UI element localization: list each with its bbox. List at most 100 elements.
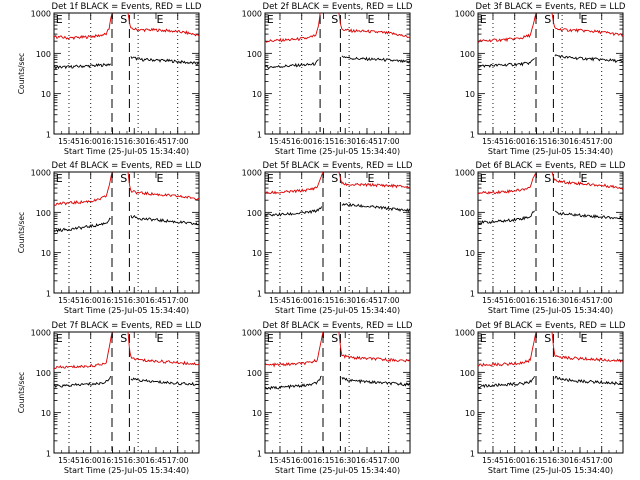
x-tick-label: 16:15 <box>526 296 548 305</box>
y-tick-label: 10 <box>465 409 475 418</box>
x-tick-label: 17:00 <box>591 137 613 146</box>
x-tick-label: 15:45 <box>482 296 504 305</box>
x-tick-label: 16:00 <box>504 296 526 305</box>
y-tick-label: 1 <box>257 450 262 459</box>
x-tick-label: 16:45 <box>145 456 167 465</box>
y-tick-label: 1 <box>257 290 262 299</box>
y-tick-label: 1 <box>46 450 51 459</box>
plot-frame <box>53 12 200 135</box>
x-tick-label: 16:30 <box>123 456 145 465</box>
plot-frame <box>477 331 624 454</box>
x-tick-label: 16:15 <box>102 296 124 305</box>
y-tick-label: 100 <box>460 209 475 218</box>
y-axis-label: Counts/sec <box>17 212 26 253</box>
y-tick-label: 100 <box>36 369 51 378</box>
y-tick-label: 10 <box>41 249 51 258</box>
series-events-line <box>554 210 624 221</box>
phase-marker-s: S <box>331 172 338 185</box>
x-tick-label: 16:00 <box>80 456 102 465</box>
y-tick-label: 100 <box>247 369 262 378</box>
y-tick-label: 10 <box>465 90 475 99</box>
series-lld-line <box>477 12 537 43</box>
series-lld-line <box>551 331 623 363</box>
x-tick-label: 16:45 <box>356 137 378 146</box>
series-lld-line <box>264 12 321 43</box>
phase-marker-s: S <box>544 13 551 26</box>
x-tick-label: 16:30 <box>123 137 145 146</box>
x-tick-label: 16:15 <box>102 456 124 465</box>
y-tick-label: 1000 <box>31 10 51 19</box>
series-events-line <box>477 376 535 389</box>
phase-marker-s: S <box>120 172 127 185</box>
x-axis-label: Start Time (25-Jul-05 15:34:40) <box>275 147 400 156</box>
y-tick-label: 10 <box>252 90 262 99</box>
x-tick-label: 16:00 <box>80 296 102 305</box>
x-tick-label: 16:30 <box>334 456 356 465</box>
x-tick-label: 16:15 <box>313 296 335 305</box>
plot-frame <box>477 12 624 135</box>
phase-marker-e: E <box>581 172 588 185</box>
x-tick-label: 17:00 <box>167 456 189 465</box>
series-events-line <box>341 55 411 64</box>
x-tick-label: 16:30 <box>547 296 569 305</box>
x-tick-label: 16:45 <box>145 137 167 146</box>
plot-frame <box>53 171 200 294</box>
x-tick-label: 16:15 <box>313 137 335 146</box>
y-tick-label: 10 <box>252 409 262 418</box>
x-tick-label: 17:00 <box>378 296 400 305</box>
plot-frame <box>477 171 624 294</box>
x-tick-label: 16:30 <box>547 137 569 146</box>
x-tick-label: 15:45 <box>482 137 504 146</box>
series-events-line <box>130 214 199 226</box>
x-tick-label: 15:45 <box>269 296 291 305</box>
series-lld-line <box>551 171 624 190</box>
y-tick-label: 100 <box>460 369 475 378</box>
phase-marker-e: E <box>581 332 588 345</box>
series-lld-line <box>338 331 411 363</box>
phase-marker-e: E <box>267 13 274 26</box>
x-axis-label: Start Time (25-Jul-05 15:34:40) <box>488 466 613 475</box>
x-tick-label: 17:00 <box>591 456 613 465</box>
series-lld-line <box>264 171 324 195</box>
y-tick-label: 1000 <box>242 10 262 19</box>
x-tick-label: 16:00 <box>504 456 526 465</box>
y-tick-label: 1000 <box>242 329 262 338</box>
plot-frame <box>264 331 411 454</box>
panel-title: Det 1f BLACK = Events, RED = LLD <box>52 2 202 12</box>
x-tick-label: 16:00 <box>291 296 313 305</box>
y-tick-label: 1 <box>257 131 262 140</box>
x-tick-label: 16:15 <box>313 456 335 465</box>
x-tick-label: 16:45 <box>356 296 378 305</box>
phase-marker-e: E <box>581 13 588 26</box>
phase-marker-e: E <box>267 332 274 345</box>
y-tick-label: 100 <box>36 50 51 59</box>
series-lld-line <box>477 171 537 195</box>
series-lld-line <box>53 171 113 206</box>
x-tick-label: 16:00 <box>80 137 102 146</box>
phase-marker-e: E <box>56 172 63 185</box>
plot-frame <box>264 171 411 294</box>
phase-marker-s: S <box>120 332 127 345</box>
y-tick-label: 1 <box>46 131 51 140</box>
x-tick-label: 16:45 <box>145 296 167 305</box>
y-tick-label: 1000 <box>31 329 51 338</box>
y-tick-label: 1 <box>470 131 475 140</box>
y-tick-label: 1 <box>470 290 475 299</box>
series-lld-line <box>338 171 411 189</box>
x-tick-label: 16:15 <box>526 137 548 146</box>
x-axis-label: Start Time (25-Jul-05 15:34:40) <box>275 466 400 475</box>
y-tick-label: 100 <box>247 50 262 59</box>
phase-marker-s: S <box>544 332 551 345</box>
series-lld-line <box>127 171 199 201</box>
x-tick-label: 16:15 <box>526 456 548 465</box>
x-tick-label: 16:30 <box>334 296 356 305</box>
y-tick-label: 1 <box>46 290 51 299</box>
series-events-line <box>341 202 411 213</box>
x-axis-label: Start Time (25-Jul-05 15:34:40) <box>64 306 189 315</box>
y-tick-label: 1 <box>470 450 475 459</box>
series-events-line <box>53 376 112 388</box>
y-tick-label: 100 <box>247 209 262 218</box>
